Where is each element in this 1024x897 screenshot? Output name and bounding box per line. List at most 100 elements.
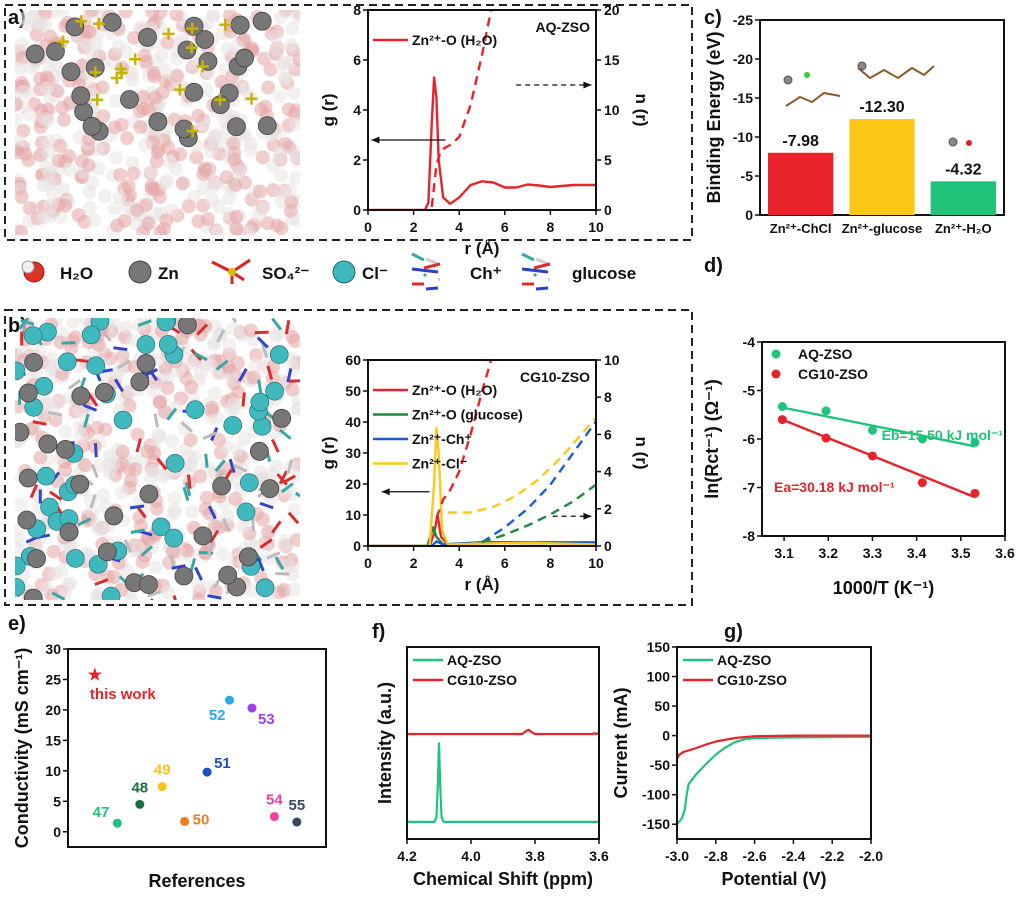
- plot-frame: [676, 646, 872, 840]
- zinc-ion: [104, 506, 124, 526]
- organic-molecule-bond: [266, 551, 281, 560]
- water-molecule: [292, 52, 300, 67]
- water-molecule: [228, 177, 243, 192]
- sulfate-ion: [57, 35, 70, 48]
- zinc-ion: [46, 42, 65, 61]
- water-molecule: [157, 404, 172, 419]
- x-tick-label: -2.0: [859, 848, 883, 864]
- water-molecule: [288, 149, 300, 164]
- sulfate-ion: [129, 53, 142, 66]
- organic-molecule-bond: [153, 413, 160, 428]
- zinc-ion: [138, 27, 157, 47]
- water-molecule: [137, 137, 152, 152]
- md-snapshot-image: [15, 10, 300, 235]
- water-molecule: [271, 150, 286, 165]
- data-point: [225, 695, 235, 705]
- water-molecule: [39, 81, 54, 96]
- water-molecule: [81, 158, 96, 173]
- zinc-ion: [174, 119, 194, 139]
- point-label: 47: [93, 804, 110, 821]
- water-molecule: [285, 21, 300, 36]
- water-molecule: [124, 592, 139, 600]
- water-molecule: [288, 582, 300, 597]
- water-molecule: [151, 427, 166, 442]
- y-axis-label: ln(Rct⁻¹) (Ω⁻¹): [702, 379, 722, 498]
- panel-b-frame: [4, 309, 693, 606]
- water-molecule: [133, 120, 148, 135]
- x-tick-label: 3.6: [589, 848, 609, 864]
- data-point: [269, 812, 279, 822]
- water-molecule: [22, 201, 37, 216]
- water-molecule: [58, 424, 73, 439]
- organic-molecule-bond: [251, 517, 255, 532]
- y-tick-label: 100: [647, 669, 671, 685]
- data-point: [970, 437, 980, 447]
- water-molecule: [47, 567, 62, 582]
- legend-label: Zn²⁺-O (H₂O): [412, 32, 497, 48]
- water-molecule: [43, 209, 58, 224]
- water-molecule: [136, 225, 151, 235]
- zinc-ion: [252, 11, 272, 31]
- water-molecule: [146, 384, 161, 399]
- right-axis-arrow: [552, 512, 592, 520]
- organic-molecule-bond: [129, 504, 145, 510]
- water-molecule: [15, 37, 29, 52]
- zinc-ion: [15, 422, 30, 442]
- y-tick-label: 10: [45, 763, 61, 779]
- legend-label: Zn²⁺-O (H₂O): [412, 382, 497, 398]
- y-tick-label: 8: [353, 2, 361, 18]
- zinc-ion: [27, 549, 46, 568]
- zinc-ion: [97, 542, 117, 562]
- chloride-ion: [113, 410, 133, 430]
- water-molecule: [147, 90, 162, 105]
- y-tick-label: 40: [345, 414, 361, 430]
- water-molecule: [226, 396, 241, 411]
- organic-molecule-bond: [196, 323, 209, 336]
- chloride-ion: [86, 356, 106, 376]
- organic-molecule-bond: [214, 459, 226, 472]
- panel-label: e): [8, 613, 26, 635]
- y-tick-label: -6: [743, 431, 756, 447]
- water-molecule: [132, 104, 147, 119]
- panel-label: f): [372, 621, 385, 643]
- water-molecule: [117, 213, 132, 228]
- zinc-ion: [82, 116, 102, 136]
- water-molecule: [114, 117, 129, 132]
- water-molecule: [15, 190, 29, 205]
- water-molecule: [63, 576, 78, 591]
- organic-molecule-bond: [94, 578, 109, 586]
- sulfate-ion: [186, 22, 199, 35]
- y-tick-label: 2: [353, 152, 361, 168]
- organic-molecule-bond: [278, 470, 288, 485]
- x-tick-label: -2.6: [743, 848, 767, 864]
- water-molecule: [277, 71, 292, 86]
- water-molecule: [15, 61, 28, 76]
- y-tick-label: 5: [53, 793, 61, 809]
- organic-molecule-bond: [289, 379, 300, 383]
- water-molecule: [15, 112, 23, 127]
- activation-energy-label: Eb=15.50 kJ mol⁻¹: [882, 427, 1004, 443]
- water-molecule: [207, 386, 222, 401]
- water-molecule: [40, 113, 55, 128]
- water-molecule: [222, 338, 237, 353]
- water-molecule: [96, 488, 111, 503]
- sulfate-ion: [114, 62, 127, 75]
- water-molecule: [97, 189, 112, 204]
- water-molecule: [53, 335, 68, 350]
- water-molecule: [275, 185, 290, 200]
- species-label: H₂O: [60, 264, 93, 283]
- x-axis-label: r (Å): [465, 575, 500, 594]
- water-molecule: [147, 69, 162, 84]
- water-molecule: [53, 139, 68, 154]
- organic-molecule-bond: [286, 459, 294, 474]
- chart-annotation: CG10-ZSO: [520, 369, 590, 385]
- water-molecule: [106, 456, 121, 471]
- water-molecule: [287, 85, 300, 100]
- y-tick-label: 4: [604, 464, 612, 480]
- g-r-series-line: [368, 76, 596, 210]
- water-molecule: [272, 89, 287, 104]
- organic-molecule-bond: [194, 351, 208, 362]
- panel-label: c): [704, 7, 722, 29]
- y2-axis-label: n (r): [632, 93, 651, 126]
- water-molecule: [193, 469, 208, 484]
